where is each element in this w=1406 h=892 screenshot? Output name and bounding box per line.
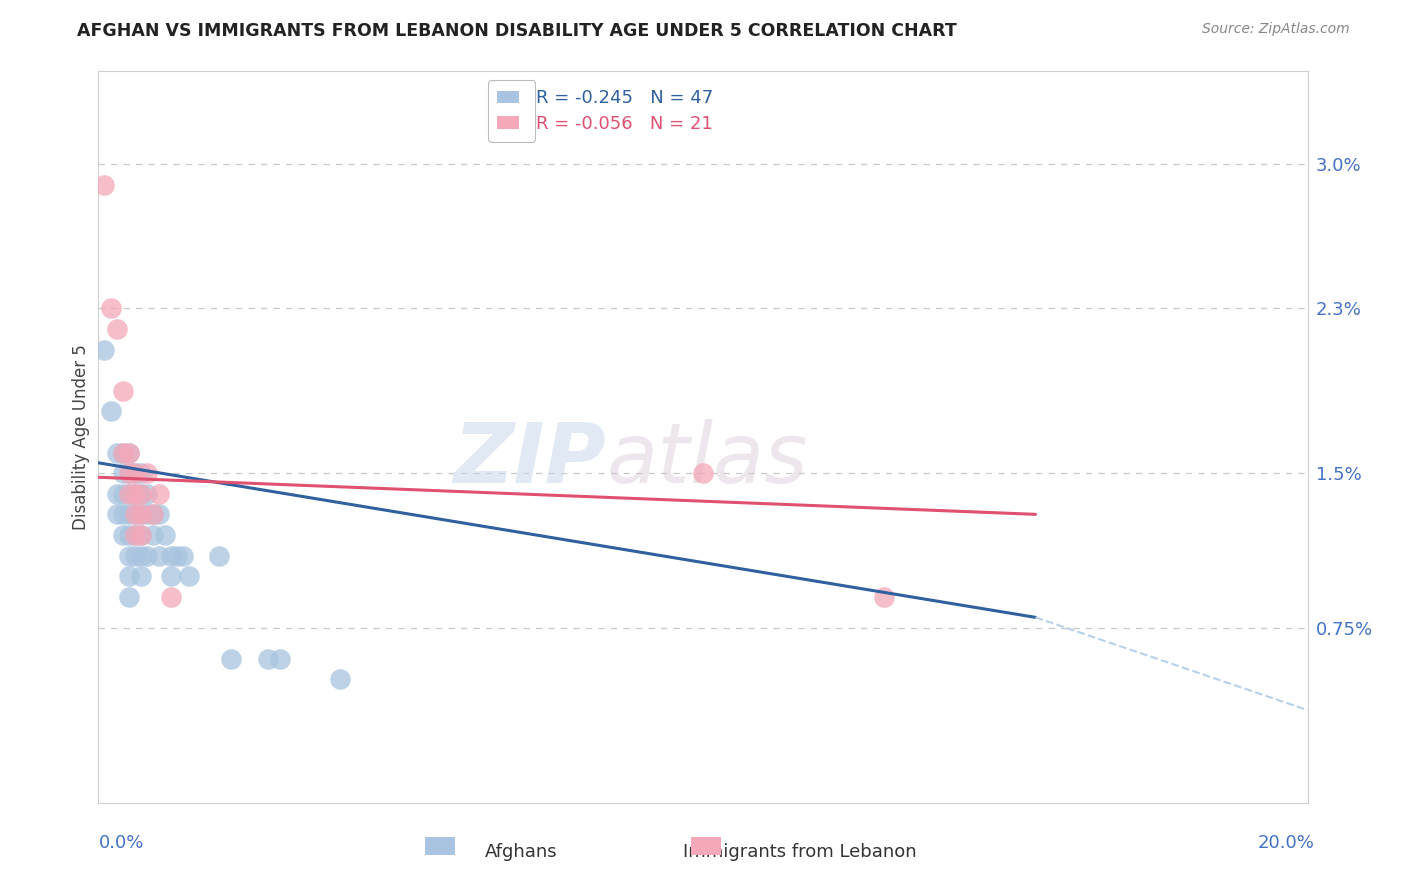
Point [208, 549, 231, 563]
Point [269, 651, 291, 665]
Point [160, 590, 183, 604]
Text: Source: ZipAtlas.com: Source: ZipAtlas.com [1202, 22, 1350, 37]
Point [105, 445, 128, 459]
Point [142, 508, 165, 522]
Point [129, 569, 152, 583]
Point [111, 445, 134, 459]
Point [118, 569, 141, 583]
Point [135, 466, 157, 480]
Point [142, 508, 165, 522]
Point [118, 528, 141, 542]
Point [135, 549, 157, 563]
Point [135, 487, 157, 501]
Point [135, 508, 157, 522]
Point [124, 528, 146, 542]
Point [148, 508, 170, 522]
FancyBboxPatch shape [690, 838, 721, 855]
Point [111, 466, 134, 480]
Point [129, 508, 152, 522]
Point [160, 569, 183, 583]
Text: 0.0%: 0.0% [98, 834, 143, 852]
Point [142, 528, 165, 542]
Point [129, 466, 152, 480]
Point [166, 549, 188, 563]
Point [129, 528, 152, 542]
Point [329, 672, 352, 686]
FancyBboxPatch shape [425, 838, 456, 855]
Point [118, 508, 141, 522]
Point [172, 549, 194, 563]
Point [221, 651, 243, 665]
Point [93, 343, 115, 357]
Point [111, 528, 134, 542]
Text: atlas: atlas [606, 418, 808, 500]
Point [124, 487, 146, 501]
Point [111, 487, 134, 501]
Point [124, 528, 146, 542]
Text: R = -0.056   N = 21: R = -0.056 N = 21 [536, 115, 713, 133]
Point [256, 651, 278, 665]
Point [100, 301, 122, 316]
Point [124, 487, 146, 501]
Legend: , : , [488, 80, 536, 142]
Point [105, 508, 128, 522]
Point [105, 487, 128, 501]
Point [692, 466, 714, 480]
Point [148, 549, 170, 563]
Point [111, 508, 134, 522]
Text: Immigrants from Lebanon: Immigrants from Lebanon [683, 843, 917, 861]
Point [124, 549, 146, 563]
Point [124, 466, 146, 480]
Point [129, 528, 152, 542]
Text: 20.0%: 20.0% [1258, 834, 1315, 852]
Point [124, 508, 146, 522]
Point [129, 487, 152, 501]
Point [118, 487, 141, 501]
Point [118, 590, 141, 604]
Point [118, 445, 141, 459]
Point [129, 508, 152, 522]
Point [148, 487, 170, 501]
Point [124, 508, 146, 522]
Point [111, 384, 134, 398]
Point [179, 569, 201, 583]
Point [118, 487, 141, 501]
Point [105, 322, 128, 336]
Point [111, 445, 134, 459]
Point [118, 445, 141, 459]
Text: AFGHAN VS IMMIGRANTS FROM LEBANON DISABILITY AGE UNDER 5 CORRELATION CHART: AFGHAN VS IMMIGRANTS FROM LEBANON DISABI… [77, 22, 957, 40]
Point [129, 487, 152, 501]
Y-axis label: Disability Age Under 5: Disability Age Under 5 [72, 344, 90, 530]
Point [160, 549, 183, 563]
Point [124, 466, 146, 480]
Point [129, 549, 152, 563]
Point [118, 466, 141, 480]
Point [100, 404, 122, 418]
Point [873, 590, 896, 604]
Text: ZIP: ZIP [454, 418, 606, 500]
Point [118, 549, 141, 563]
Point [93, 178, 115, 192]
Point [118, 466, 141, 480]
Point [153, 528, 176, 542]
Text: Afghans: Afghans [485, 843, 558, 861]
Text: R = -0.245   N = 47: R = -0.245 N = 47 [536, 88, 713, 107]
